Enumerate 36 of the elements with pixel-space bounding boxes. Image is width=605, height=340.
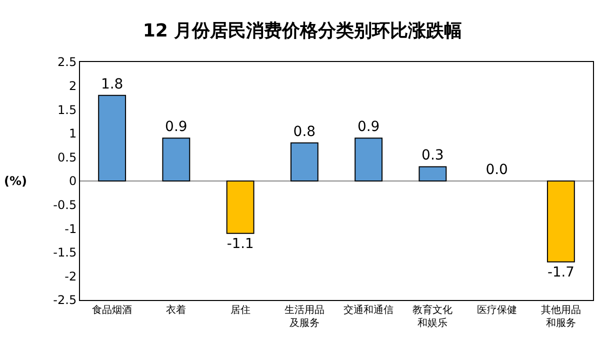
x-tick-label: 居住 [230,305,250,316]
bar [546,180,575,262]
data-label: 0.0 [486,162,508,178]
x-tick-label: 生活用品及服务 [284,304,324,329]
bar [290,142,318,182]
bar [98,94,126,182]
y-tick-label: -1.5 [53,246,77,260]
bar [162,138,190,182]
y-tick-label: -2.5 [53,293,77,308]
x-tick-label: 医疗保健 [476,304,517,316]
x-tick-label: 食品烟酒 [92,304,132,316]
data-label: -1.1 [226,236,254,252]
data-label: 0.9 [165,119,188,136]
x-tick-label: 交通和通信 [344,304,394,316]
y-tick-label: -0.5 [53,198,77,212]
y-tick-label: 0.5 [58,150,77,164]
data-label: 1.8 [100,76,124,92]
data-label: 0.3 [422,148,444,164]
y-tick-label: 0 [68,174,77,188]
y-tick-label: -1 [64,222,77,236]
chart-title: 12 月份居民消费价格分类别环比涨跌幅 [142,20,462,42]
y-tick-label: 1 [68,126,77,141]
x-tick-label: 衣着 [166,304,186,316]
data-label: 0.9 [357,119,380,136]
x-tick-label: 其他用品和服务 [540,304,581,329]
y-tick-label: 1.5 [58,102,77,117]
x-tick-label: 教育文化和娱乐 [412,304,453,329]
bar [354,138,383,182]
bar [226,180,254,234]
y-tick-label: 2.5 [58,55,77,70]
y-axis-title: (%) [4,174,27,188]
data-label: -1.7 [547,264,574,281]
y-tick-label: -2 [64,269,77,284]
data-label: 0.8 [293,124,316,140]
y-tick-label: 2 [68,79,77,93]
bar [418,166,447,182]
